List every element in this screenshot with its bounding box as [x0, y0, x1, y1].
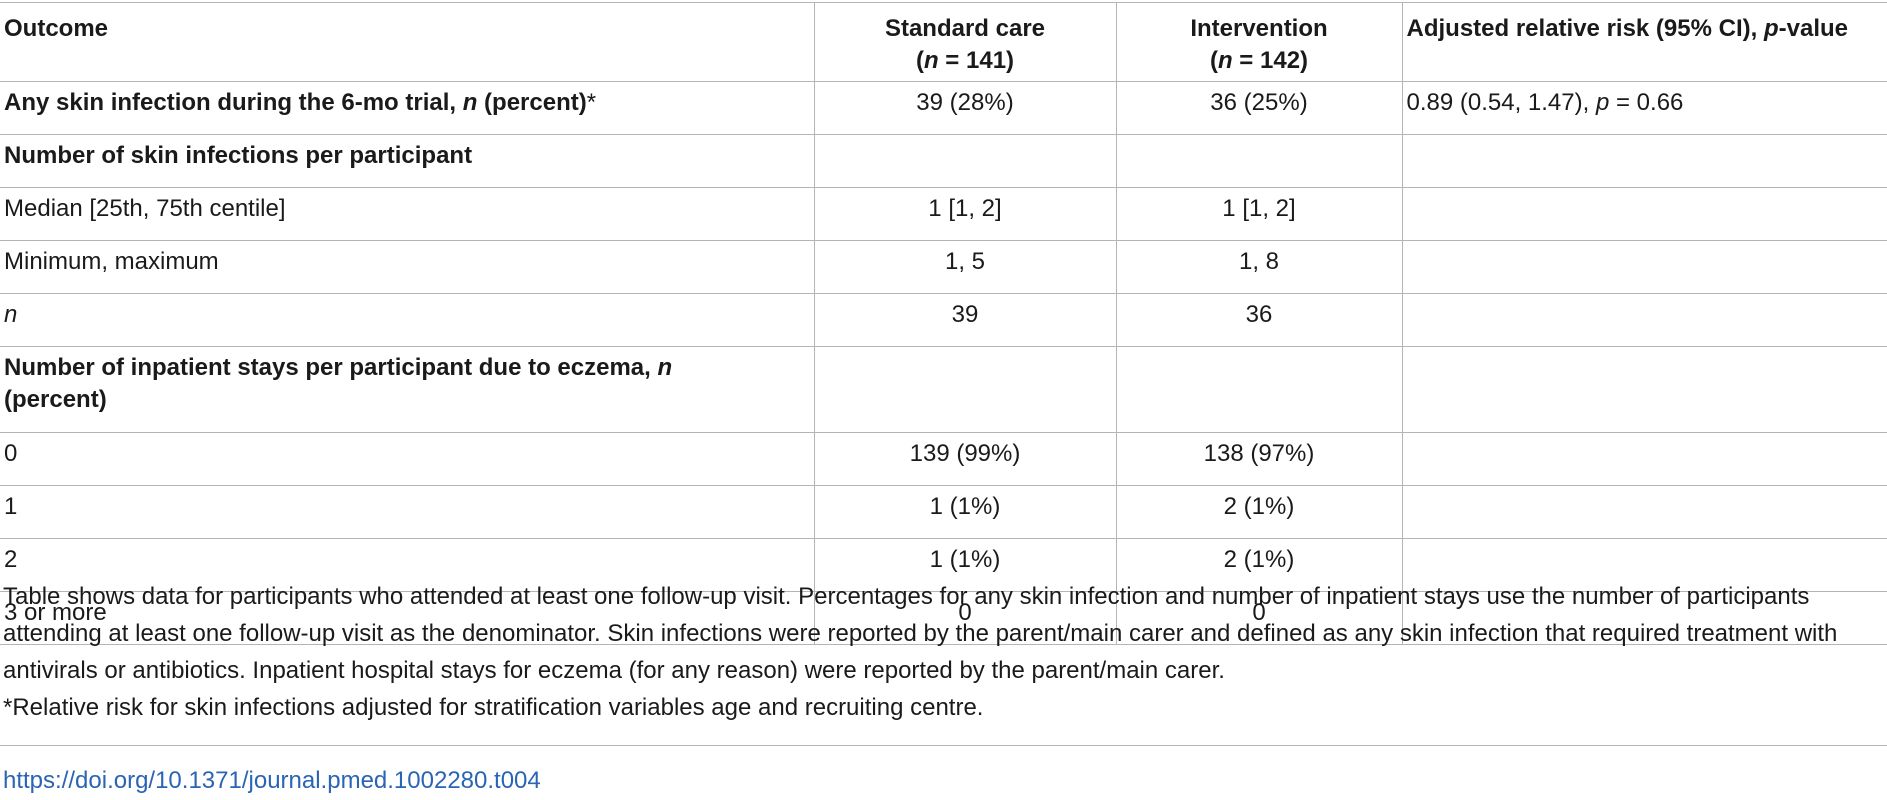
table-row: Minimum, maximum 1, 5 1, 8 — [0, 240, 1887, 294]
header-intervention-label: Intervention — [1190, 15, 1328, 42]
cell-adjusted-rr — [1401, 187, 1887, 241]
cell-adjusted-rr — [1401, 485, 1887, 539]
header-intervention-n-value: = 142) — [1232, 47, 1309, 74]
header-intervention: Intervention (n = 142) — [1115, 2, 1402, 82]
cell-outcome: n — [0, 293, 814, 347]
table-row: 0 139 (99%) 138 (97%) — [0, 432, 1887, 486]
cell-outcome: Minimum, maximum — [0, 240, 814, 294]
header-standard-care: Standard care (n = 141) — [813, 2, 1116, 82]
cell-adjusted-rr-text: 0.89 (0.54, 1.47), — [1406, 89, 1596, 116]
table-row: 3 or more 0 0 — [0, 591, 1887, 645]
cell-outcome: 0 — [0, 432, 814, 486]
header-standard-care-n-letter: n — [923, 47, 939, 74]
header-standard-care-n-prefix: ( — [915, 47, 924, 74]
cell-outcome: 2 — [0, 538, 814, 592]
footnote-marker: * — [586, 89, 597, 116]
cell-outcome-n-letter: n — [657, 354, 673, 381]
cell-standard-care — [813, 346, 1116, 433]
cell-outcome-text-tail: (percent) — [477, 89, 587, 116]
table-row: n 39 36 — [0, 293, 1887, 347]
cell-adjusted-rr — [1401, 432, 1887, 486]
cell-intervention: 138 (97%) — [1115, 432, 1402, 486]
header-adjusted-rr: Adjusted relative risk (95% CI), p-value — [1401, 2, 1887, 82]
cell-standard-care: 1 (1%) — [813, 485, 1116, 539]
cell-standard-care: 139 (99%) — [813, 432, 1116, 486]
cell-adjusted-rr: 0.89 (0.54, 1.47), p = 0.66 — [1401, 81, 1887, 135]
cell-outcome: 1 — [0, 485, 814, 539]
cell-intervention: 0 — [1115, 591, 1402, 645]
cell-adjusted-rr — [1401, 591, 1887, 645]
cell-outcome: Any skin infection during the 6-mo trial… — [0, 81, 814, 135]
cell-adjusted-rr-p-value: = 0.66 — [1609, 89, 1684, 116]
cell-adjusted-rr — [1401, 240, 1887, 294]
cell-standard-care: 1 [1, 2] — [813, 187, 1116, 241]
cell-standard-care — [813, 134, 1116, 188]
cell-outcome: 3 or more — [0, 591, 814, 645]
header-standard-care-n-value: = 141) — [938, 47, 1015, 74]
doi-link[interactable]: https://doi.org/10.1371/journal.pmed.100… — [3, 767, 541, 794]
table-row: 2 1 (1%) 2 (1%) — [0, 538, 1887, 592]
footer-divider — [0, 745, 1887, 746]
table-row: 1 1 (1%) 2 (1%) — [0, 485, 1887, 539]
cell-outcome-n-letter: n — [462, 89, 478, 116]
footnote-star: *Relative risk for skin infections adjus… — [3, 694, 984, 721]
cell-intervention: 2 (1%) — [1115, 485, 1402, 539]
cell-intervention: 1, 8 — [1115, 240, 1402, 294]
cell-outcome: Median [25th, 75th centile] — [0, 187, 814, 241]
cell-adjusted-rr-p-letter: p — [1595, 89, 1610, 116]
footnote-main: Table shows data for participants who at… — [3, 583, 1838, 684]
cell-outcome: Number of skin infections per participan… — [0, 134, 814, 188]
cell-standard-care: 39 (28%) — [813, 81, 1116, 135]
cell-adjusted-rr — [1401, 538, 1887, 592]
table-row: Number of inpatient stays per participan… — [0, 346, 1887, 433]
cell-outcome-text: Number of inpatient stays per participan… — [4, 354, 658, 381]
cell-adjusted-rr — [1401, 293, 1887, 347]
cell-intervention — [1115, 134, 1402, 188]
header-intervention-n-letter: n — [1217, 47, 1233, 74]
header-adjusted-rr-label: Adjusted relative risk (95% CI), — [1406, 15, 1764, 42]
header-adjusted-rr-p-letter: p — [1763, 15, 1779, 42]
cell-standard-care: 0 — [813, 591, 1116, 645]
outcomes-table: Outcome Standard care (n = 141) Interven… — [0, 2, 1887, 645]
cell-standard-care: 1, 5 — [813, 240, 1116, 294]
header-outcome: Outcome — [0, 2, 814, 82]
table-row: Any skin infection during the 6-mo trial… — [0, 81, 1887, 135]
cell-intervention: 36 — [1115, 293, 1402, 347]
header-standard-care-label: Standard care — [884, 15, 1046, 42]
cell-outcome-text: Any skin infection during the 6-mo trial… — [4, 89, 463, 116]
cell-adjusted-rr — [1401, 346, 1887, 433]
table-row: Median [25th, 75th centile] 1 [1, 2] 1 [… — [0, 187, 1887, 241]
cell-standard-care: 39 — [813, 293, 1116, 347]
cell-standard-care: 1 (1%) — [813, 538, 1116, 592]
cell-intervention: 36 (25%) — [1115, 81, 1402, 135]
cell-adjusted-rr — [1401, 134, 1887, 188]
header-intervention-n-prefix: ( — [1209, 47, 1218, 74]
header-adjusted-rr-tail: -value — [1778, 15, 1849, 42]
table-footnotes: Table shows data for participants who at… — [3, 578, 1883, 726]
cell-outcome: Number of inpatient stays per participan… — [0, 346, 814, 433]
table-row: Number of skin infections per participan… — [0, 134, 1887, 188]
cell-intervention — [1115, 346, 1402, 433]
cell-outcome-text-tail: (percent) — [4, 386, 107, 413]
table-header-row: Outcome Standard care (n = 141) Interven… — [0, 2, 1887, 82]
outcomes-table-container: Outcome Standard care (n = 141) Interven… — [0, 2, 1887, 645]
cell-intervention: 1 [1, 2] — [1115, 187, 1402, 241]
